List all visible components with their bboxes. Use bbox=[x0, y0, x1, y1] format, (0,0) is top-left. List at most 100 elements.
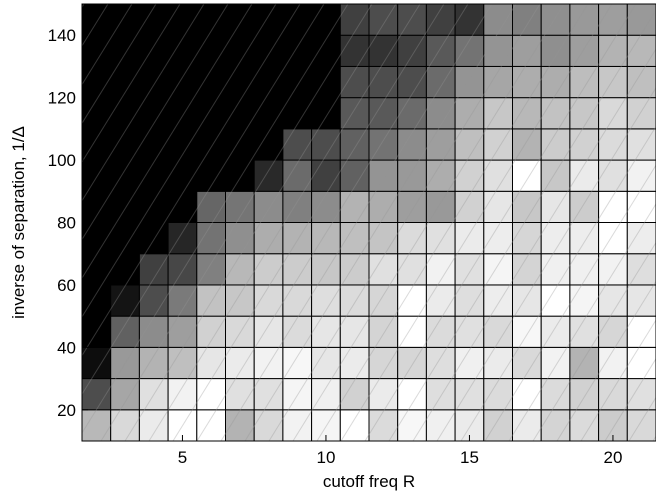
heatmap-cell bbox=[368, 409, 399, 442]
heatmap-cell bbox=[253, 315, 284, 348]
heatmap-cell bbox=[339, 222, 370, 255]
heatmap-cell bbox=[196, 409, 227, 442]
heatmap-cell bbox=[626, 34, 656, 67]
heatmap-cell bbox=[253, 128, 284, 161]
heatmap-cell bbox=[512, 222, 542, 255]
heatmap-cell bbox=[368, 253, 399, 286]
y-tick-label: 40 bbox=[57, 338, 76, 357]
heatmap-cell bbox=[454, 346, 485, 380]
heatmap-cell bbox=[512, 65, 542, 99]
heatmap-cell bbox=[454, 315, 485, 348]
heatmap-cell bbox=[196, 34, 227, 67]
heatmap-cell bbox=[282, 315, 313, 348]
heatmap-cell bbox=[598, 315, 628, 348]
hatch-line bbox=[460, 125, 656, 441]
heatmap-cell bbox=[540, 190, 571, 224]
x-axis-ticks: 5 10 15 20 bbox=[178, 435, 622, 467]
heatmap-cell bbox=[454, 284, 485, 317]
hatch-line bbox=[604, 357, 656, 441]
heatmap-cell bbox=[397, 159, 427, 192]
y-tick-label: 100 bbox=[48, 151, 76, 170]
heatmap-cell bbox=[368, 346, 399, 380]
heatmap-cell bbox=[167, 159, 198, 192]
heatmap-cell bbox=[253, 97, 284, 130]
heatmap-cell bbox=[626, 159, 656, 192]
heatmap-cell bbox=[483, 222, 513, 255]
hatch-line bbox=[580, 319, 656, 441]
heatmap-cell bbox=[138, 159, 169, 192]
heatmap-cell bbox=[339, 65, 370, 99]
heatmap-cell bbox=[598, 159, 628, 192]
hatch-line bbox=[124, 4, 397, 441]
heatmap-cell bbox=[454, 128, 485, 161]
heatmap-cell bbox=[225, 222, 255, 255]
y-axis-label: inverse of separation, 1/Δ bbox=[9, 126, 28, 319]
heatmap-cell bbox=[483, 315, 513, 348]
x-tick-label: 5 bbox=[178, 448, 187, 467]
heatmap-cell bbox=[167, 378, 198, 411]
heatmap-cell bbox=[196, 190, 227, 224]
y-tick-label: 20 bbox=[57, 401, 76, 420]
hatch-line bbox=[244, 4, 517, 441]
heatmap-cell bbox=[282, 159, 313, 192]
heatmap-cell bbox=[425, 378, 456, 411]
heatmap-cell bbox=[397, 315, 427, 348]
heatmap-cell bbox=[512, 128, 542, 161]
x-axis-label: cutoff freq R bbox=[323, 472, 415, 491]
x-tick-label: 15 bbox=[460, 448, 479, 467]
heatmap-cell bbox=[569, 253, 600, 286]
heatmap-cell bbox=[282, 222, 313, 255]
heatmap-cell bbox=[253, 190, 284, 224]
heatmap-cell bbox=[626, 222, 656, 255]
heatmap-cell bbox=[225, 65, 255, 99]
hatch-line bbox=[388, 9, 656, 441]
hatch-line bbox=[172, 4, 445, 441]
heatmap-cell bbox=[110, 284, 140, 317]
heatmap-cell bbox=[425, 159, 456, 192]
heatmap-cell bbox=[454, 65, 485, 99]
heatmap-cell bbox=[196, 378, 227, 411]
heatmap-cell bbox=[81, 315, 112, 348]
heatmap-cell bbox=[569, 222, 600, 255]
heatmap-cell bbox=[425, 190, 456, 224]
hatch-line bbox=[316, 4, 589, 441]
heatmap-cell bbox=[483, 284, 513, 317]
heatmap-cell bbox=[454, 190, 485, 224]
heatmap-cell bbox=[569, 284, 600, 317]
heatmap-cell bbox=[569, 378, 600, 411]
heatmap-cell bbox=[282, 409, 313, 442]
heatmap-cell bbox=[483, 3, 513, 36]
heatmap-cell bbox=[368, 284, 399, 317]
heatmap-cell bbox=[253, 253, 284, 286]
heatmap-cell bbox=[167, 65, 198, 99]
heatmap-cell bbox=[110, 97, 140, 130]
heatmap-cell bbox=[598, 378, 628, 411]
heatmap-cell bbox=[598, 128, 628, 161]
heatmap-cell bbox=[397, 253, 427, 286]
hatch-line bbox=[484, 164, 656, 441]
heatmap-cell bbox=[397, 284, 427, 317]
heatmap-cell bbox=[167, 3, 198, 36]
heatmap-cell bbox=[311, 159, 341, 192]
heatmap-cell bbox=[196, 128, 227, 161]
heatmap-cell bbox=[483, 346, 513, 380]
heatmap-cell bbox=[540, 346, 571, 380]
heatmap-cell bbox=[253, 378, 284, 411]
heatmap-cell bbox=[540, 409, 571, 442]
heatmap-cell bbox=[339, 284, 370, 317]
heatmap-cell bbox=[81, 97, 112, 130]
heatmap-cell bbox=[339, 409, 370, 442]
heatmap-cell bbox=[425, 409, 456, 442]
heatmap-cell bbox=[167, 97, 198, 130]
heatmap-cell bbox=[196, 3, 227, 36]
heatmap-cell bbox=[138, 253, 169, 286]
heatmap-cell bbox=[196, 346, 227, 380]
hatch-line bbox=[82, 4, 253, 280]
heatmap-cell bbox=[110, 222, 140, 255]
heatmap-cell bbox=[540, 378, 571, 411]
heatmap-cell bbox=[339, 128, 370, 161]
heatmap-cell bbox=[626, 284, 656, 317]
heatmap-cell bbox=[167, 253, 198, 286]
heatmap-cell bbox=[81, 159, 112, 192]
